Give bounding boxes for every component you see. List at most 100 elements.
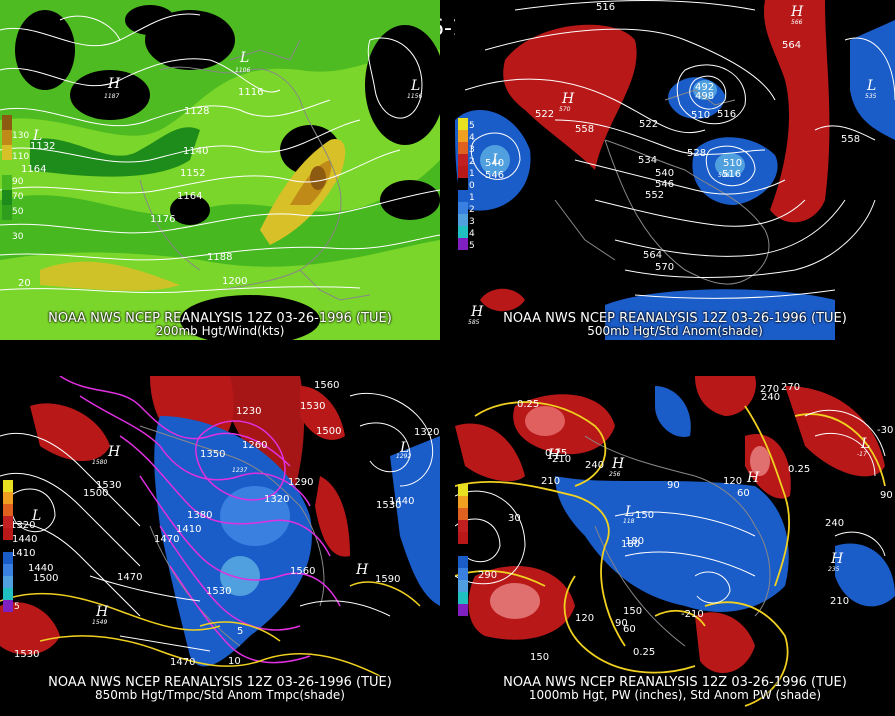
svg-text:540: 540 xyxy=(655,168,674,179)
svg-text:1260: 1260 xyxy=(242,440,267,451)
svg-text:1470: 1470 xyxy=(117,572,142,583)
svg-text:3: 3 xyxy=(469,145,475,155)
low-value: 1132 xyxy=(30,141,55,152)
svg-text:0.25: 0.25 xyxy=(545,448,567,459)
svg-text:5: 5 xyxy=(237,626,243,637)
contour-label: 1128 xyxy=(184,106,209,117)
svg-text:564: 564 xyxy=(782,40,801,51)
low-marker: L xyxy=(410,78,420,94)
anomaly-legend: 5 4 3 2 1 0 1 2 3 4 5 xyxy=(458,118,475,251)
map-1000mb xyxy=(455,376,895,707)
svg-text:498: 498 xyxy=(695,91,714,102)
anomaly-legend: 5 xyxy=(3,480,20,612)
contour-label: 1188 xyxy=(207,252,232,263)
svg-text:0.25: 0.25 xyxy=(633,647,655,658)
panel-title: NOAA NWS NCEP REANALYSIS 12Z 03-26-1996 … xyxy=(503,675,847,690)
svg-text:70: 70 xyxy=(12,192,24,202)
contour-label: 1152 xyxy=(180,168,205,179)
svg-text:H: H xyxy=(355,562,369,578)
svg-text:1530: 1530 xyxy=(96,480,121,491)
svg-text:240: 240 xyxy=(825,518,844,529)
svg-text:H: H xyxy=(95,604,109,620)
svg-text:522: 522 xyxy=(535,109,554,120)
svg-text:570: 570 xyxy=(559,106,571,113)
panel-title: NOAA NWS NCEP REANALYSIS 12Z 03-26-1996 … xyxy=(503,311,847,326)
svg-text:1590: 1590 xyxy=(375,574,400,585)
svg-text:210: 210 xyxy=(541,476,560,487)
svg-text:1410: 1410 xyxy=(10,548,35,559)
panel-200mb-wind: 1116 1128 1140 1152 1164 1176 1188 1200 … xyxy=(0,0,440,340)
panel-title: NOAA NWS NCEP REANALYSIS 12Z 03-26-1996 … xyxy=(48,675,392,690)
low-marker: L xyxy=(32,128,42,144)
svg-text:1470: 1470 xyxy=(170,657,195,668)
svg-text:546: 546 xyxy=(655,179,674,190)
svg-text:1320: 1320 xyxy=(264,494,289,505)
svg-text:30: 30 xyxy=(508,513,521,524)
svg-text:492: 492 xyxy=(695,82,714,93)
svg-text:1350: 1350 xyxy=(200,449,225,460)
svg-text:10: 10 xyxy=(228,656,241,667)
svg-text:180: 180 xyxy=(625,536,644,547)
svg-text:1530: 1530 xyxy=(206,586,231,597)
svg-text:235: 235 xyxy=(828,566,840,573)
labels-500mb: 516 564 558 522 522 492 498 510 516 534 … xyxy=(458,2,877,326)
contour-label: 1116 xyxy=(238,87,263,98)
svg-text:1440: 1440 xyxy=(389,496,414,507)
svg-text:5: 5 xyxy=(14,602,20,612)
svg-text:2: 2 xyxy=(469,157,475,167)
svg-text:1500: 1500 xyxy=(83,488,108,499)
contour-label: 1200 xyxy=(222,276,247,287)
svg-text:90: 90 xyxy=(12,177,24,187)
svg-text:1549: 1549 xyxy=(92,619,107,626)
svg-text:552: 552 xyxy=(645,190,664,201)
low-value: 1156 xyxy=(407,93,422,100)
svg-text:150: 150 xyxy=(623,606,642,617)
labels-1000mb: 0.25 270 240 -30 0.25 210 240 0.25 120 9… xyxy=(458,382,893,663)
svg-text:1500: 1500 xyxy=(33,573,58,584)
low-value: 1106 xyxy=(235,67,250,74)
svg-text:516: 516 xyxy=(717,109,736,120)
svg-text:H: H xyxy=(107,444,121,460)
svg-text:1237: 1237 xyxy=(232,467,247,474)
svg-text:1230: 1230 xyxy=(236,406,261,417)
svg-text:516: 516 xyxy=(722,169,741,180)
svg-text:-210: -210 xyxy=(681,609,704,620)
svg-text:256: 256 xyxy=(609,471,621,478)
svg-text:1560: 1560 xyxy=(314,380,339,391)
svg-text:1440: 1440 xyxy=(12,534,37,545)
svg-text:240: 240 xyxy=(585,460,604,471)
svg-text:506: 506 xyxy=(718,172,730,179)
svg-text:1320: 1320 xyxy=(414,427,439,438)
svg-text:566: 566 xyxy=(791,19,803,26)
svg-text:3: 3 xyxy=(469,217,475,227)
svg-text:180: 180 xyxy=(621,539,640,550)
svg-text:558: 558 xyxy=(841,134,860,145)
svg-text:1410: 1410 xyxy=(176,524,201,535)
svg-text:290: 290 xyxy=(478,570,497,581)
svg-text:510: 510 xyxy=(691,110,710,121)
anomaly-legend xyxy=(458,484,468,616)
contour-label: 1140 xyxy=(183,146,208,157)
svg-text:546: 546 xyxy=(485,170,504,181)
svg-text:60: 60 xyxy=(737,488,750,499)
svg-text:535: 535 xyxy=(865,93,877,100)
svg-text:130: 130 xyxy=(12,131,29,141)
svg-text:90: 90 xyxy=(880,490,893,501)
svg-text:150: 150 xyxy=(530,652,549,663)
svg-text:-30: -30 xyxy=(877,425,893,436)
labels-850mb: 1260 1560 1230 1530 1500 1320 1260 1350 … xyxy=(3,380,439,668)
svg-text:1530: 1530 xyxy=(14,649,39,660)
svg-text:528: 528 xyxy=(687,148,706,159)
panel-subtitle: 500mb Hgt/Std Anom(shade) xyxy=(587,324,763,338)
svg-text:1380: 1380 xyxy=(187,510,212,521)
panel-caption: NOAA NWS NCEP REANALYSIS 12Z 03-26-1996 … xyxy=(0,312,440,340)
contour-label: 20 xyxy=(18,278,31,289)
svg-text:50: 50 xyxy=(12,207,24,217)
high-marker: H xyxy=(107,76,121,92)
panel-title: NOAA NWS NCEP REANALYSIS 12Z 03-26-1996 … xyxy=(48,311,392,326)
svg-text:540: 540 xyxy=(485,158,504,169)
high-value: 1187 xyxy=(104,93,119,100)
map-850mb xyxy=(0,376,440,677)
svg-text:5: 5 xyxy=(469,121,475,131)
panel-subtitle: 200mb Hgt/Wind(kts) xyxy=(155,324,285,338)
